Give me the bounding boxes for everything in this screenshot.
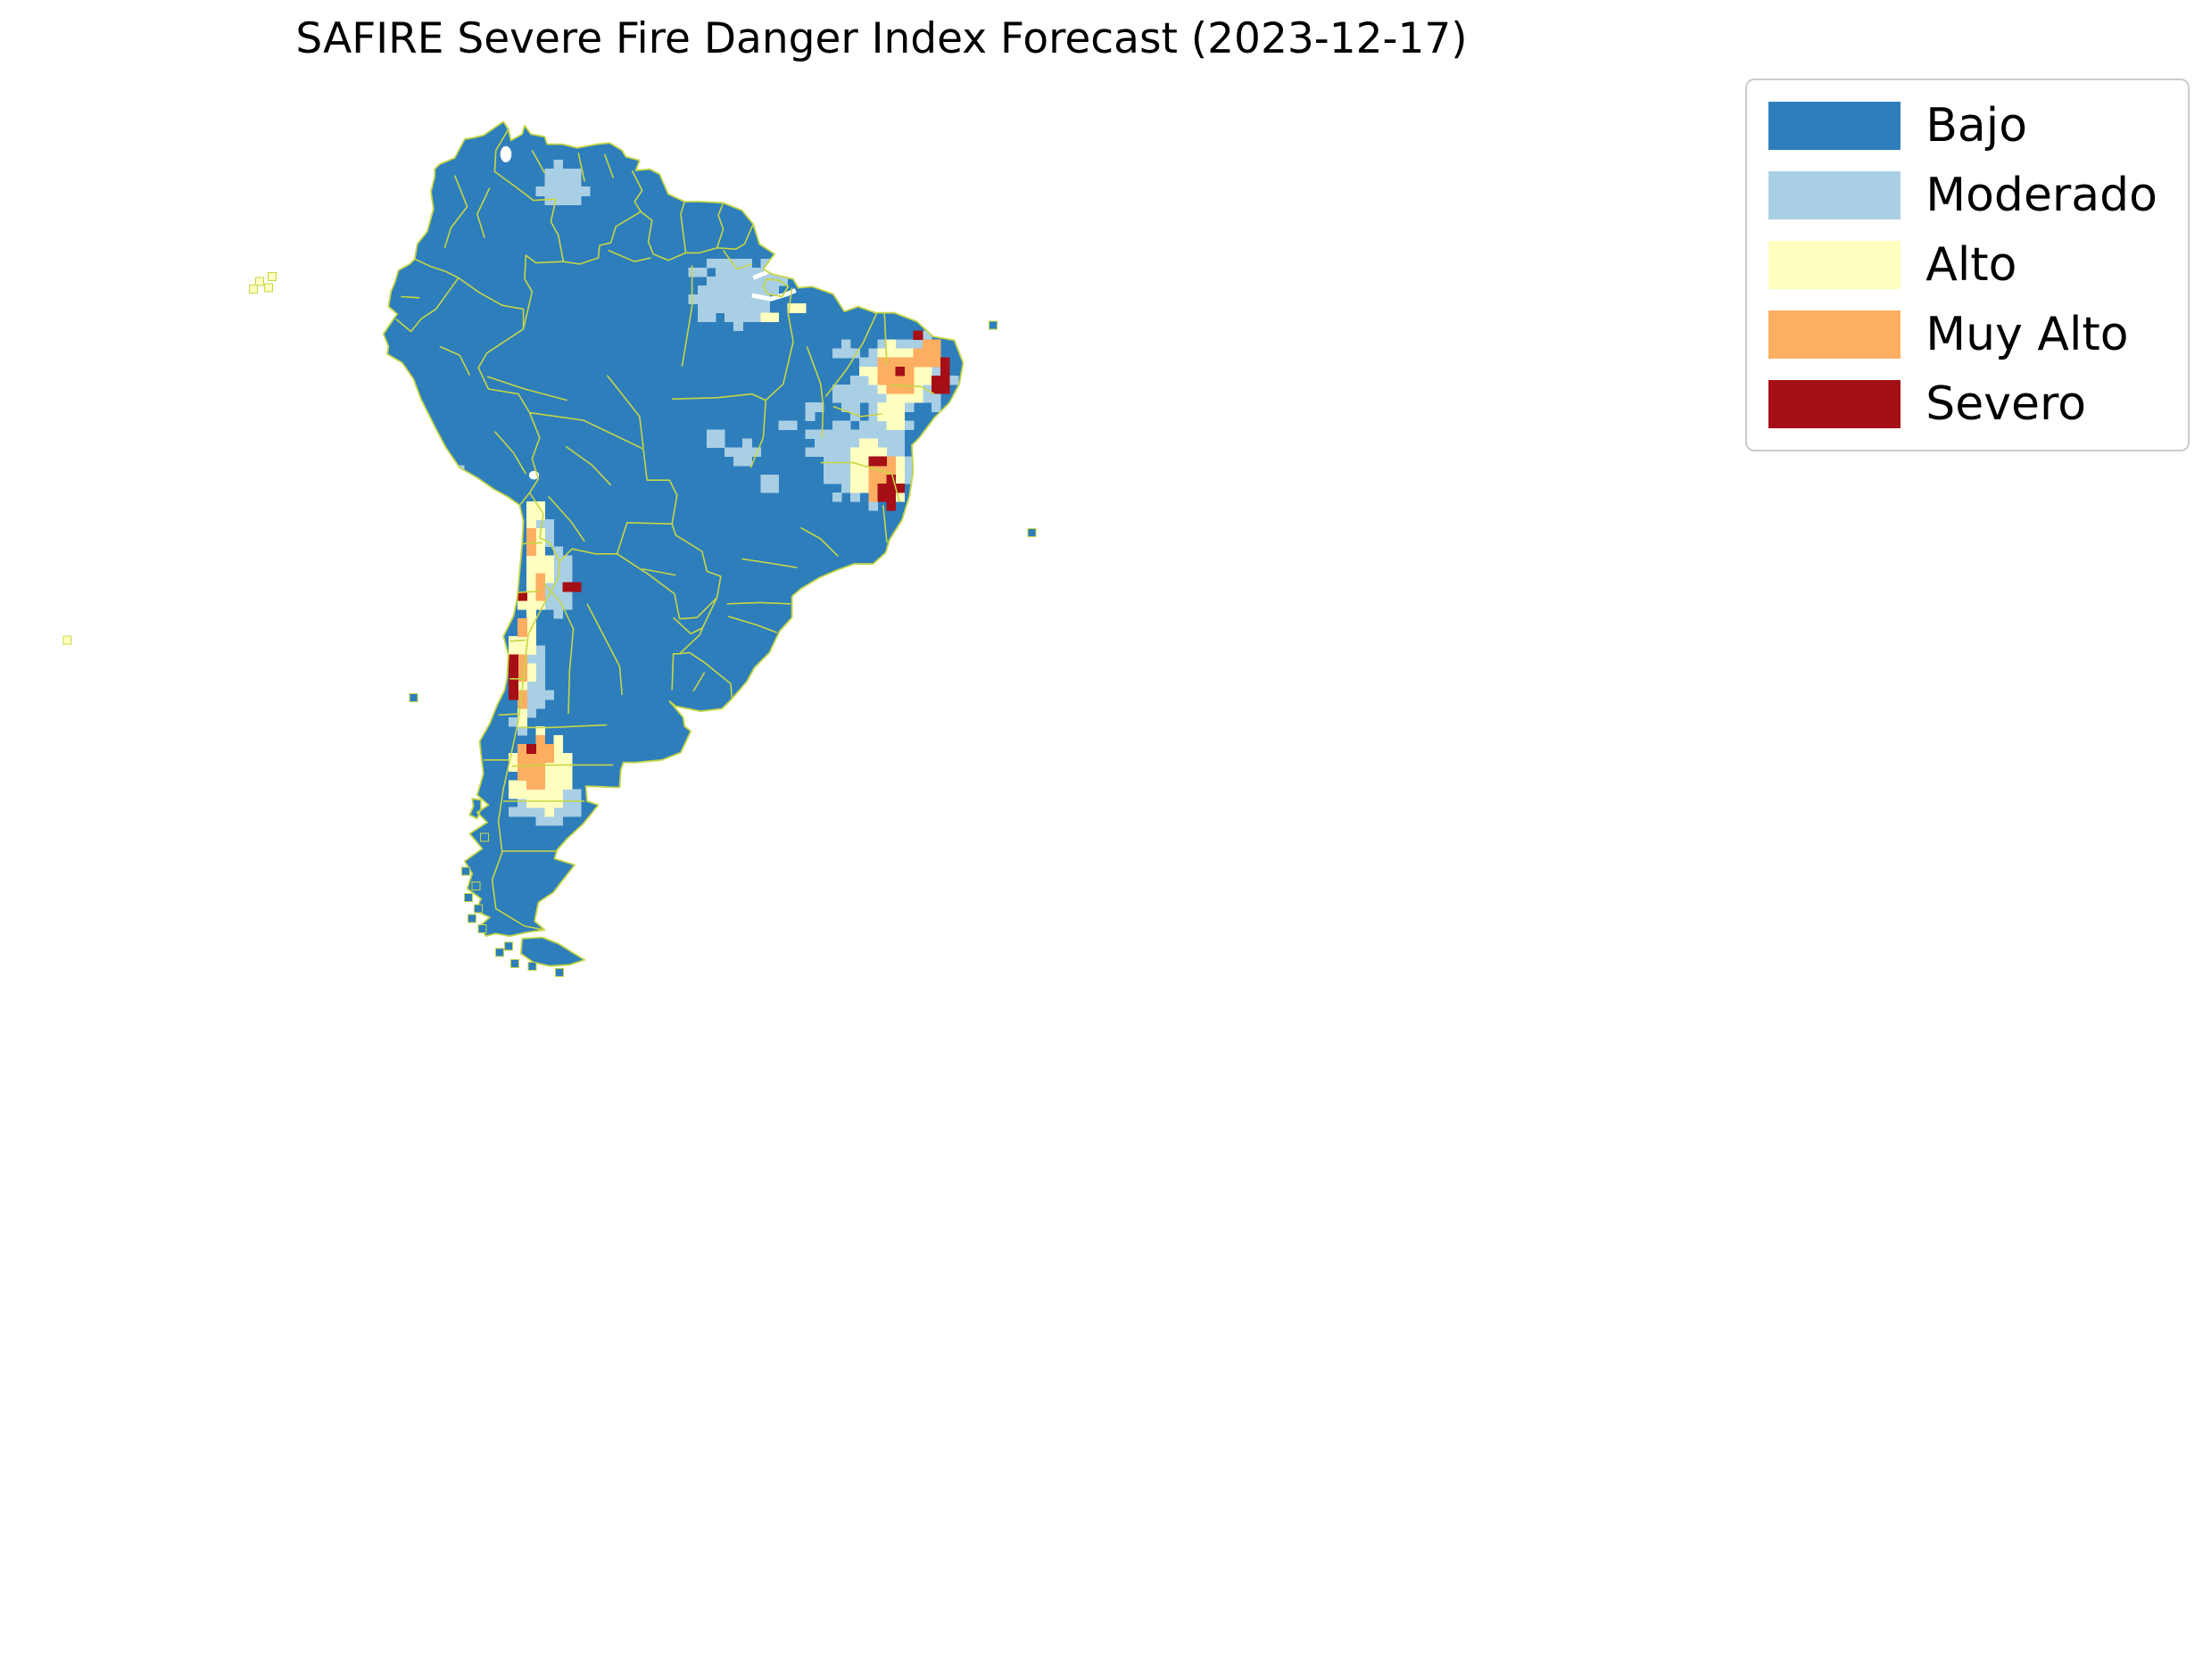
danger-patch-sao-francisco-alto [877,402,906,430]
legend-item-bajo: Bajo [1768,102,2157,150]
legend-swatch [1768,380,1901,428]
legend-swatch [1768,171,1901,219]
legend-swatch [1768,310,1901,359]
legend-label: Severo [1925,377,2087,431]
legend-item-alto: Alto [1768,241,2157,289]
danger-patch-central-brazil-moderado-2 [760,474,780,493]
danger-patch-bahia-severo-spot [868,456,888,467]
legend-label: Alto [1925,238,2017,292]
danger-patch-ne-inland-severo [895,366,906,377]
legend-label: Moderado [1925,169,2157,222]
islet-fernando-de-noronha [989,320,998,330]
danger-patch-amazon-mouth-alto-1 [760,312,780,322]
danger-patch-patagonia-severo [526,744,536,754]
danger-patch-central-brazil-moderado-3 [706,429,725,449]
danger-patch-atacama-muy-alto-2 [535,573,545,601]
islet-fuegian-archipelago [461,832,565,977]
admin-boundaries [395,128,935,931]
danger-patch-valparaiso-severo [509,681,518,700]
danger-patch-coquimbo-severo [509,654,518,683]
legend-swatch [1768,102,1901,150]
legend-swatch [1768,241,1901,289]
islet-galapagos [249,272,277,294]
legend-item-severo: Severo [1768,380,2157,428]
danger-patch-santiago-muy-alto [518,690,527,709]
danger-patch-ne-coast-muy-alto [913,339,941,368]
danger-patch-salta-severo [562,582,582,592]
danger-patch-atacama-severo [518,591,527,601]
legend-item-moderado: Moderado [1768,171,2157,219]
islet-easter-island [62,635,72,645]
islet-juan-fernandez [409,692,418,702]
lake-maracaibo [500,145,512,162]
danger-patch-maranhao-moderado-specks [832,339,860,359]
danger-patch-peru-coast-severo [463,474,474,493]
danger-patch-mendoza-moderado [526,672,555,718]
legend-label: Muy Alto [1925,308,2129,361]
danger-patch-bahia-moderado-west [805,420,851,467]
danger-patch-amazon-mouth-alto-2 [787,303,807,313]
land-layer [383,121,964,966]
danger-patch-central-brazil-moderado-5 [805,402,824,421]
danger-patch-central-brazil-moderado-1 [725,438,761,467]
danger-patch-atacama-muy-alto-1 [526,528,536,557]
legend-label: Bajo [1925,99,2028,153]
danger-patch-venezuela-llanos-moderado [535,160,591,205]
legend: Bajo Moderado Alto Muy Alto Severo [1745,79,2190,451]
danger-patch-central-brazil-moderado-4 [778,420,798,430]
danger-patch-ne-coast-severo [931,357,950,394]
figure-title: SAFIRE Severe Fire Danger Index Forecast… [295,14,1468,63]
danger-patch-norte-chico-muy-alto [518,618,527,637]
islets-layer [62,272,1037,977]
legend-item-muy-alto: Muy Alto [1768,310,2157,359]
islet-trindade [1027,528,1037,537]
danger-patch-bahia-severo [877,474,906,511]
danger-patch-ceara-severo [913,330,923,341]
danger-patch-peru-coast-alto [454,474,474,484]
coastline [382,120,965,967]
